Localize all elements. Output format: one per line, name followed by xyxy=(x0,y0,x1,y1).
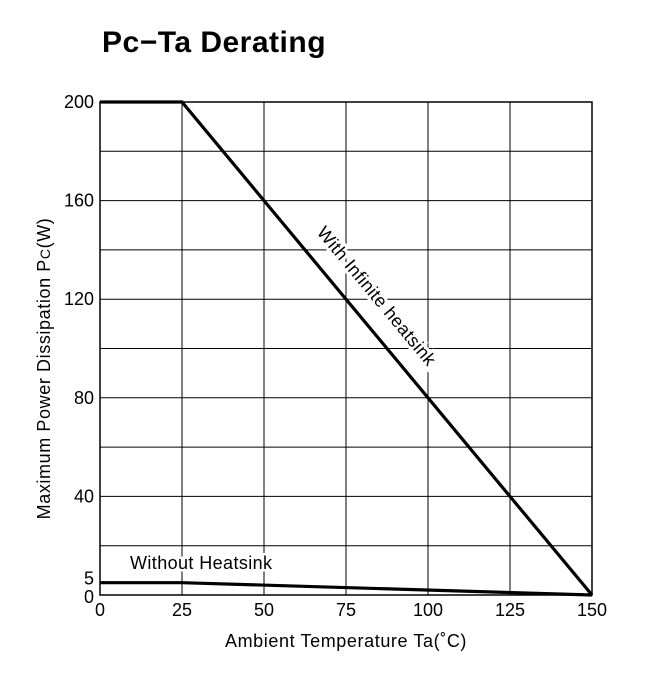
y-tick-label: 160 xyxy=(64,191,94,211)
y-tick-label: 5 xyxy=(84,569,94,589)
series-line-with-infinite-heatsink xyxy=(100,100,594,597)
x-tick-label: 75 xyxy=(336,600,356,620)
y-axis-label-unit: (W) xyxy=(34,218,54,249)
y-tick-label: 200 xyxy=(64,92,94,112)
y-axis-label: Maximum Power Dissipation PC(W) xyxy=(34,218,54,520)
x-tick-label: 25 xyxy=(172,600,192,620)
grid-lines xyxy=(100,102,592,595)
x-axis-label: Ambient Temperature Ta(˚C) xyxy=(225,631,467,651)
x-tick-label: 150 xyxy=(577,600,607,620)
x-tick-label: 100 xyxy=(413,600,443,620)
x-tick-label: 0 xyxy=(95,600,105,620)
series-label-without-heatsink: Without Heatsink xyxy=(130,553,273,573)
y-tick-label: 0 xyxy=(84,587,94,607)
series-layer xyxy=(100,100,594,597)
plot-frame xyxy=(99,101,593,596)
y-tick-label: 80 xyxy=(74,388,94,408)
chart-title: Pc−Ta Derating xyxy=(102,26,327,59)
y-axis-label-subscript: C xyxy=(37,248,53,259)
x-tick-label: 50 xyxy=(254,600,274,620)
y-axis-label-main: Maximum Power Dissipation P xyxy=(34,259,54,519)
y-tick-label: 120 xyxy=(64,289,94,309)
series-line-without-heatsink xyxy=(100,581,593,597)
x-tick-label: 125 xyxy=(495,600,525,620)
y-tick-label: 40 xyxy=(74,486,94,506)
tick-labels: 0 25 50 75 100 125 150 05 40 80 120 160 200 xyxy=(64,92,607,620)
